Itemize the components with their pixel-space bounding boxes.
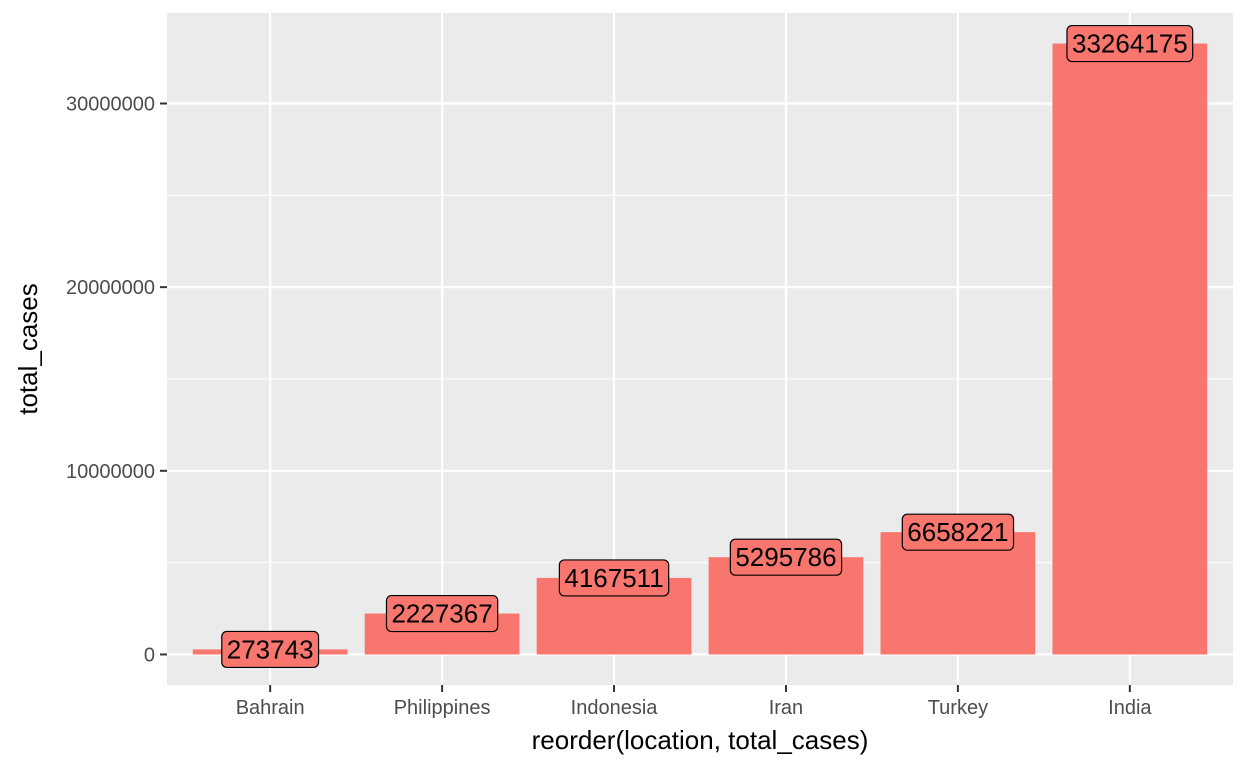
data-label-bahrain: 273743 xyxy=(221,630,320,669)
x-tick-label-indonesia: Indonesia xyxy=(571,697,659,719)
data-label-text: 273743 xyxy=(227,634,314,664)
y-tick-label: 30000000 xyxy=(66,93,155,115)
data-label-box xyxy=(221,630,320,669)
x-tick-label-philippines: Philippines xyxy=(394,697,491,719)
data-label-box xyxy=(1066,24,1194,63)
data-label-text: 6658221 xyxy=(907,517,1008,547)
data-label-text: 33264175 xyxy=(1072,29,1188,59)
data-label-india: 33264175 xyxy=(1066,24,1194,63)
y-axis: 0 10000000 20000000 30000000 xyxy=(66,93,167,666)
data-label-philippines: 2227367 xyxy=(385,594,499,633)
x-tick-label-bahrain: Bahrain xyxy=(236,697,305,719)
data-labels-group: 273743 2227367 4167511 5295786 6658221 332641… xyxy=(221,24,1194,669)
y-tick-label: 10000000 xyxy=(66,461,155,483)
x-axis-title: reorder(location, total_cases) xyxy=(532,725,869,755)
data-label-text: 5295786 xyxy=(735,542,836,572)
bar-turkey xyxy=(880,532,1036,655)
data-label-box xyxy=(729,538,843,576)
data-label-box xyxy=(385,594,499,633)
data-label-text: 4167511 xyxy=(564,563,663,593)
data-label-turkey: 6658221 xyxy=(901,513,1015,551)
y-axis-title: total_cases xyxy=(13,283,43,415)
data-label-text: 2227367 xyxy=(391,599,492,629)
y-tick-label: 0 xyxy=(144,644,155,666)
y-tick-label: 20000000 xyxy=(66,277,155,299)
x-tick-label-turkey: Turkey xyxy=(928,697,988,719)
x-tick-label-india: India xyxy=(1108,697,1152,719)
data-label-box xyxy=(558,559,670,597)
x-axis: Bahrain Philippines Indonesia Iran Turkey Ind… xyxy=(236,685,1152,719)
data-label-iran: 5295786 xyxy=(729,538,843,576)
data-label-box xyxy=(901,513,1015,551)
data-label-indonesia: 4167511 xyxy=(558,559,670,597)
x-tick-label-iran: Iran xyxy=(769,697,803,719)
bar-india xyxy=(1052,43,1208,655)
